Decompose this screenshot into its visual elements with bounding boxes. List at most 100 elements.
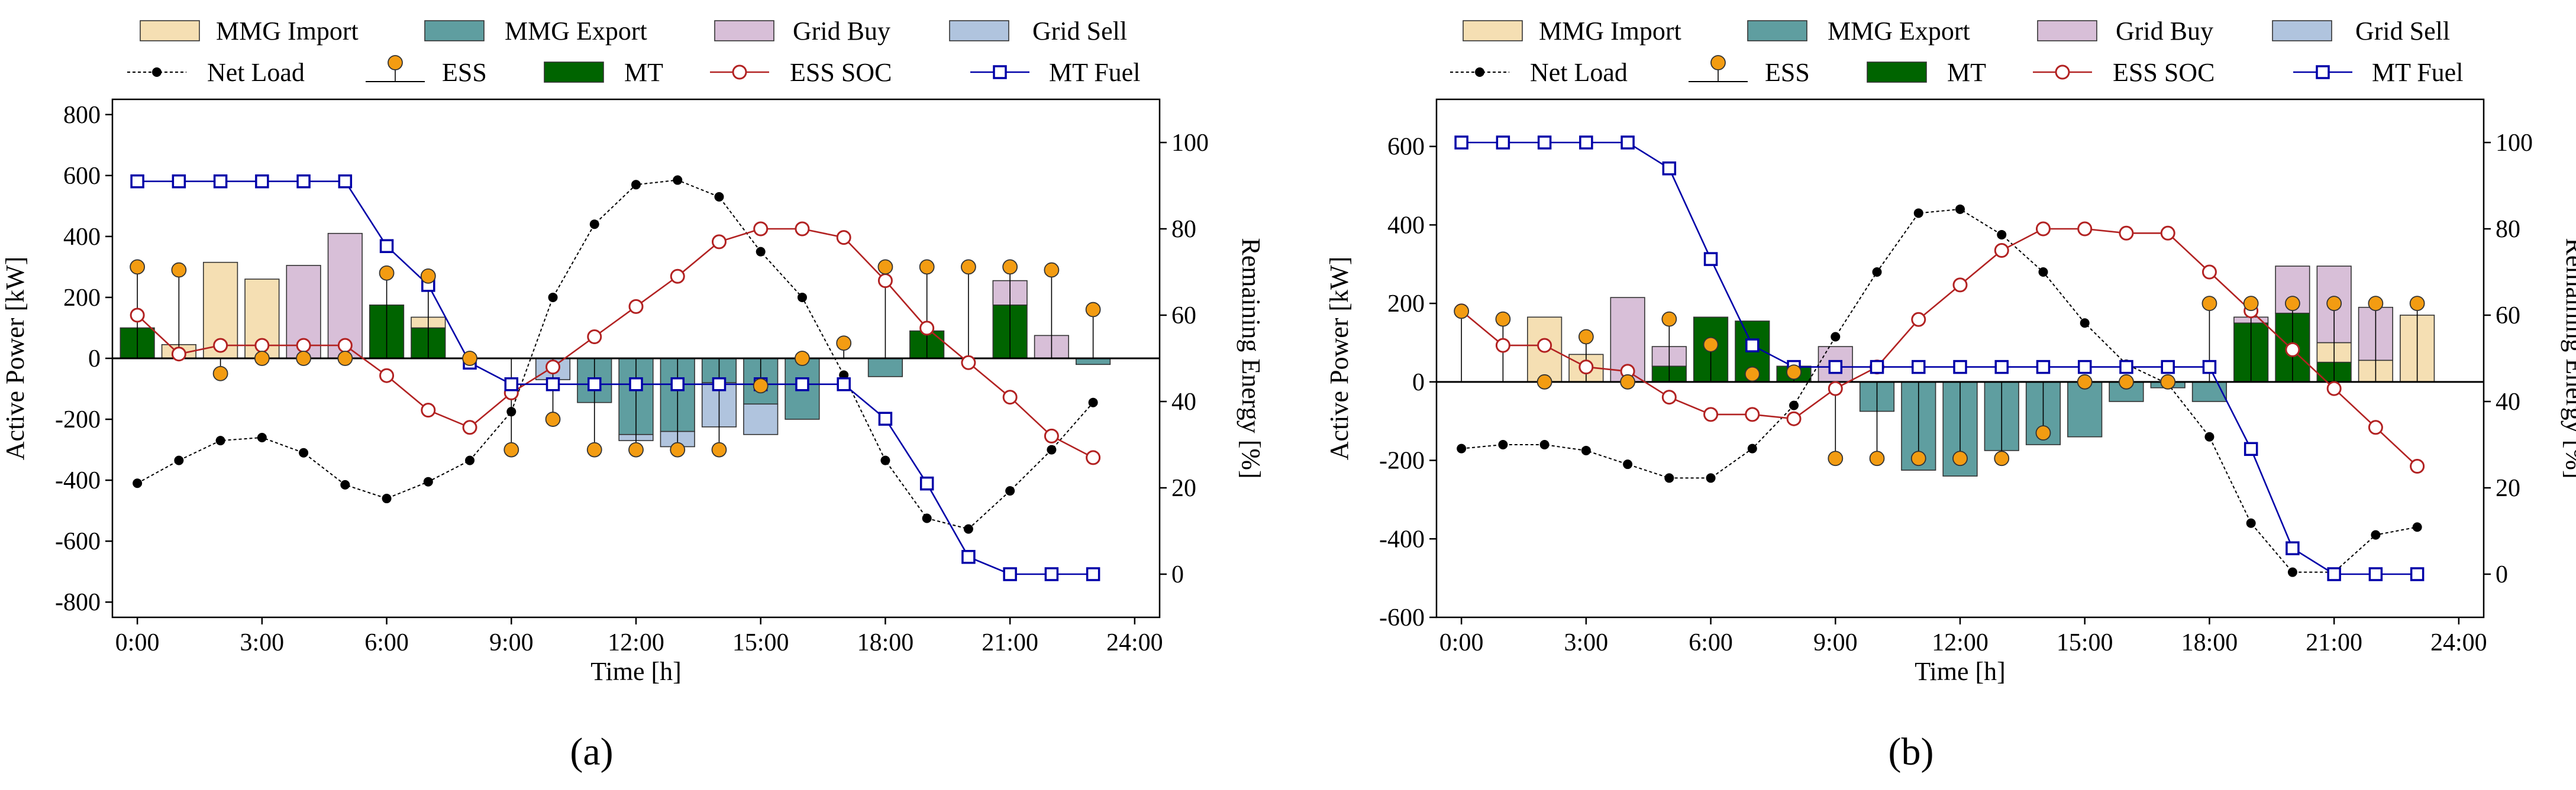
chart-panel-a: -800 -600 -400 -200 0 200 400 600 800 0 20 40 60 80 10… bbox=[1, 17, 1266, 773]
mt-fuel-point bbox=[2202, 360, 2217, 374]
ess-soc-point bbox=[2326, 381, 2342, 396]
mt-fuel-point bbox=[1912, 360, 1926, 374]
net-load-point bbox=[589, 219, 599, 229]
net-load-point bbox=[2246, 518, 2256, 528]
ess-soc-point bbox=[961, 355, 976, 370]
net-load-line bbox=[137, 179, 1094, 530]
mt-fuel-point bbox=[379, 239, 394, 253]
net-load-point bbox=[963, 524, 973, 534]
ess-soc-point bbox=[1994, 243, 2009, 258]
legend-swatch-grid-sell bbox=[949, 20, 1009, 41]
ess-point bbox=[711, 442, 727, 458]
mt-fuel-point bbox=[1454, 135, 1468, 150]
ess-point bbox=[919, 259, 935, 275]
y-right-tick-label: 40 bbox=[1171, 388, 1196, 416]
ess-soc-point bbox=[836, 230, 851, 245]
mt-fuel-point bbox=[1537, 135, 1552, 150]
ess-soc-point bbox=[2077, 221, 2093, 237]
y-tick-label: 0 bbox=[88, 345, 101, 373]
mt-fuel-point bbox=[545, 377, 560, 391]
ess-soc-point bbox=[1911, 312, 1926, 327]
net-load-point bbox=[1789, 400, 1799, 410]
y-tick-label: 800 bbox=[63, 102, 101, 129]
x-tick-label: 15:00 bbox=[732, 629, 789, 656]
net-load-point bbox=[465, 455, 475, 465]
net-load-point bbox=[880, 455, 890, 465]
ess-soc-point bbox=[795, 221, 810, 237]
ess-soc-point bbox=[753, 221, 769, 237]
mt-fuel-point bbox=[2327, 567, 2341, 581]
legend-swatch-mmg-import bbox=[1463, 20, 1523, 41]
y-right-tick-label: 20 bbox=[2496, 475, 2520, 502]
y-right-tick-label: 100 bbox=[2496, 129, 2533, 157]
mt-fuel-point bbox=[255, 174, 269, 189]
legend-label-mmg-import: MMG Import bbox=[216, 17, 359, 46]
x-axis-label: Time [h] bbox=[590, 657, 682, 686]
legend-swatch-grid-buy bbox=[2037, 20, 2097, 41]
ess-point bbox=[877, 259, 893, 275]
legend-label-mt-fuel: MT Fuel bbox=[2372, 58, 2463, 87]
x-tick-label: 0:00 bbox=[1439, 629, 1484, 656]
x-tick-label: 3:00 bbox=[1564, 629, 1609, 656]
y-right-tick-label: 80 bbox=[1171, 216, 1196, 243]
ess-soc-point bbox=[1537, 338, 1552, 353]
ess-point bbox=[1536, 374, 1552, 390]
y-right-tick-label: 0 bbox=[1171, 561, 1184, 588]
mt-fuel-point bbox=[712, 377, 727, 391]
net-load-point bbox=[756, 247, 766, 257]
ess-soc-point bbox=[171, 347, 186, 362]
y-right-tick-label: 60 bbox=[2496, 302, 2520, 329]
mt-fuel-point bbox=[1579, 135, 1593, 150]
x-tick-label: 9:00 bbox=[1813, 629, 1858, 656]
x-axis-label: Time [h] bbox=[1915, 657, 2006, 686]
mt-fuel-point bbox=[1703, 252, 1718, 266]
mt-fuel-point bbox=[213, 174, 228, 189]
y-tick-label: 0 bbox=[1412, 369, 1425, 396]
net-load-point bbox=[1047, 445, 1057, 455]
ess-point bbox=[2201, 296, 2217, 311]
net-load-point bbox=[174, 455, 184, 465]
legend-marker-net-load bbox=[152, 67, 162, 77]
ess-point bbox=[420, 268, 436, 284]
x-tick-label: 9:00 bbox=[489, 629, 534, 656]
mt-fuel-point bbox=[2286, 541, 2300, 555]
ess-soc-point bbox=[919, 320, 935, 336]
ess-point bbox=[1044, 262, 1060, 278]
legend-marker-mt-fuel bbox=[993, 65, 1007, 79]
y-tick-label: -400 bbox=[1379, 526, 1425, 553]
mmg-export-bar bbox=[1076, 358, 1111, 365]
ess-point bbox=[1578, 329, 1594, 345]
ess-soc-point bbox=[1745, 407, 1760, 422]
y-right-tick-label: 40 bbox=[2496, 388, 2520, 416]
ess-soc-line bbox=[1461, 228, 2418, 467]
mt-fuel-point bbox=[1621, 135, 1635, 150]
ess-point bbox=[254, 351, 270, 366]
net-load-point bbox=[714, 192, 724, 202]
mt-fuel-point bbox=[338, 174, 353, 189]
legend-label-ess: ESS bbox=[442, 58, 487, 87]
ess-point bbox=[462, 351, 477, 366]
ess-point bbox=[2243, 296, 2259, 311]
y-right-tick-label: 60 bbox=[1171, 302, 1196, 329]
net-load-point bbox=[382, 494, 392, 504]
ess-soc-point bbox=[130, 307, 145, 323]
ess-soc-line bbox=[137, 228, 1094, 459]
mt-fuel-point bbox=[670, 377, 685, 391]
legend-swatch-grid-buy bbox=[714, 20, 774, 41]
ess-soc-point bbox=[1703, 407, 1719, 422]
ess-point bbox=[670, 442, 686, 458]
net-load-point bbox=[1664, 473, 1674, 483]
net-load-point bbox=[2038, 267, 2048, 277]
mmg-export-bar bbox=[867, 358, 903, 377]
ess-soc-point bbox=[2368, 420, 2383, 435]
legend-marker-ess bbox=[1710, 55, 1726, 70]
ess-soc-point bbox=[2035, 221, 2051, 237]
legend-swatch-mt bbox=[544, 61, 604, 83]
legend-swatch-mmg-export bbox=[424, 20, 485, 41]
y-tick-label: 400 bbox=[63, 224, 101, 251]
net-load-point bbox=[340, 480, 350, 490]
legend-label-mmg-export: MMG Export bbox=[505, 17, 647, 46]
ess-point bbox=[2326, 296, 2342, 311]
legend: MMG Import MMG Export Grid Buy Grid Sell Net… bbox=[127, 17, 1140, 87]
ess-soc-point bbox=[1495, 338, 1510, 353]
